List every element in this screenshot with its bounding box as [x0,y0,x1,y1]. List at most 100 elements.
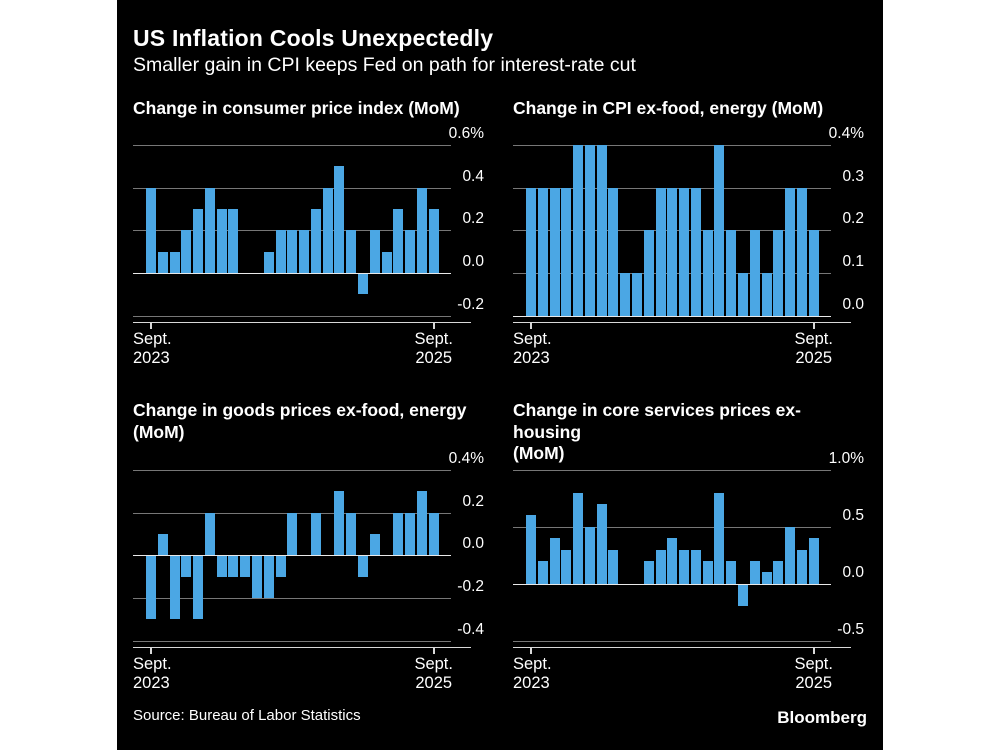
bloomberg-logo: Bloomberg [777,708,867,727]
bar [749,560,760,584]
bar [596,504,607,584]
bar [346,230,357,273]
y-axis-label: 0.4 [462,167,484,185]
x-tick-label-end: Sept. 2025 [783,330,845,368]
bar [240,555,251,577]
x-axis-line [513,646,851,648]
bar [796,187,807,316]
zero-gridline [513,315,831,317]
bar [146,187,156,273]
chart-title: Change in goods prices ex-food, energy (M… [133,400,467,443]
bar [416,187,427,273]
y-axis-label: 0.4% [828,125,864,142]
bar [702,230,713,316]
bar [346,512,357,556]
bar [428,512,439,556]
plot-area: 0.6% 0.4 0.2 0.0 -0.2 Sept. 2023 Sept. 2025 [133,125,484,367]
x-tick [432,646,435,654]
x-tick-label-line: Sept. [513,655,552,673]
chart-title-line: Change in goods prices ex-food, energy [133,400,467,420]
bar [393,208,404,273]
bar [643,230,654,316]
plot-area: 0.4% 0.3 0.2 0.1 0.0 Sept. 2023 Sept. 2025 [513,125,864,367]
bar [679,549,690,584]
bar [204,187,215,273]
bar [181,555,192,577]
y-axis-label: 0.2 [842,210,864,228]
x-tick-label-line: 2025 [415,349,453,367]
bar [216,208,227,273]
bar [761,272,772,316]
x-tick [812,321,815,329]
bar [169,251,180,273]
x-tick-label-line: 2023 [133,349,170,367]
bar [726,230,737,316]
bar [584,526,595,584]
y-axis-label: 0.2 [462,492,484,510]
bar [405,230,416,273]
x-axis-line [133,321,471,323]
bar [667,538,678,584]
x-tick-label-end: Sept. 2025 [403,330,465,368]
bar [584,145,595,316]
x-tick-label-line: 2025 [795,674,833,692]
bar [310,512,321,556]
gridline [133,640,451,642]
chart-title: Change in CPI ex-food, energy (MoM) [513,98,823,120]
bar [537,187,548,316]
y-axis-label: -0.4 [457,620,484,638]
y-axis-label: 0.6% [448,125,484,142]
y-axis-label: 0.0 [462,252,484,270]
bar [785,187,796,316]
plot-area: 0.4% 0.2 0.0 -0.2 -0.4 Sept. 2023 Sept. 2025 [133,450,484,692]
x-tick [812,646,815,654]
gridline [133,187,451,189]
y-axis-label: 0.0 [842,295,864,313]
gridline [133,470,451,471]
bar [785,526,796,584]
bar [263,555,274,598]
y-axis-label: 0.0 [842,563,864,581]
chart-title-line: Change in CPI ex-food, energy (MoM) [513,98,824,118]
bar [287,512,298,556]
bar [773,230,784,316]
y-axis-label: 0.3 [842,167,864,185]
bar [679,187,690,316]
bar [796,549,807,584]
bar [549,538,560,584]
bar [181,230,192,273]
x-tick [150,646,152,654]
bar [561,187,572,316]
chart-canvas: US Inflation Cools Unexpectedly Smaller … [117,0,883,750]
gridline [513,470,831,471]
main-title: US Inflation Cools Unexpectedly [133,25,494,51]
zero-gridline [133,555,451,557]
gridline [133,597,451,599]
bar [808,230,819,316]
zero-gridline [513,583,831,585]
bar [761,572,772,584]
chart-title-line: (MoM) [513,443,565,463]
chart-core-services-mom: Change in core services prices ex-housin… [513,398,864,692]
bar [405,512,416,556]
y-axis-label: 0.5 [842,506,864,524]
x-tick-label-start: Sept. 2023 [513,330,552,368]
bar [193,555,204,620]
bar [358,555,369,577]
bar [334,166,345,273]
x-tick-label-line: 2025 [415,674,453,692]
bar [358,272,369,295]
bar [738,272,749,316]
subtitle: Smaller gain in CPI keeps Fed on path fo… [133,54,636,76]
x-axis-line [133,646,471,648]
bar [228,208,239,273]
bar [287,230,298,273]
bar [146,555,156,620]
bar [690,187,701,316]
x-tick-label-line: Sept. [133,655,172,673]
x-tick-label-line: 2023 [513,674,550,692]
y-axis-label: 0.0 [462,535,484,553]
x-tick-label-line: Sept. [133,330,172,348]
bar [526,515,536,584]
chart-core-cpi-mom: Change in CPI ex-food, energy (MoM) 0.4%… [513,96,864,386]
